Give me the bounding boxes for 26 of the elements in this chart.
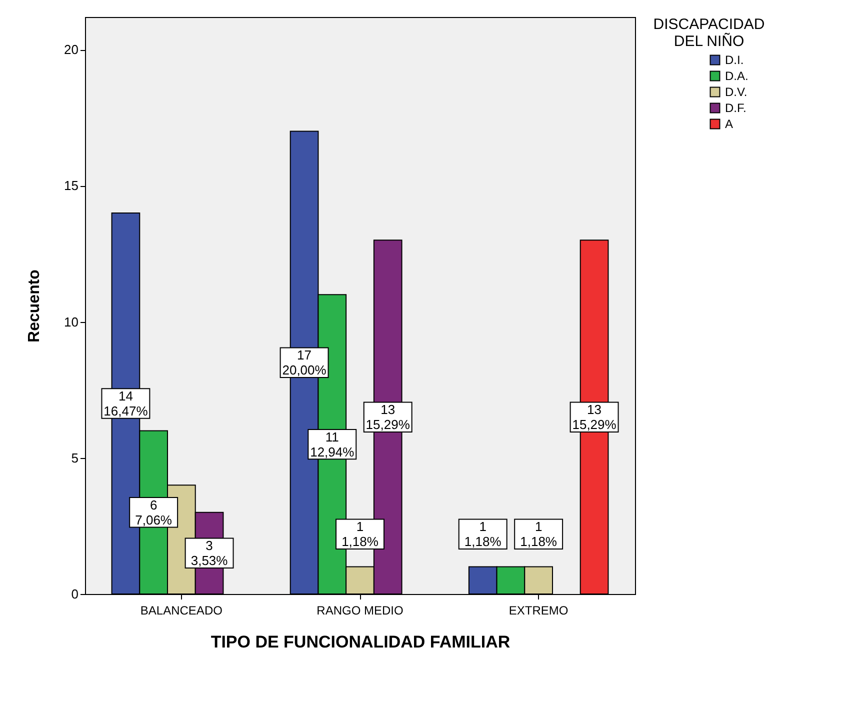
legend-label: A <box>725 117 734 131</box>
legend-title: DISCAPACIDAD DEL NIÑO <box>653 16 765 50</box>
legend-label: D.V. <box>725 85 748 99</box>
data-label: 14 16,47% <box>104 388 148 418</box>
legend-label: D.F. <box>725 101 746 115</box>
data-label: 6 7,06% <box>135 497 172 528</box>
x-axis-title: TIPO DE FUNCIONALIDAD FAMILIAR <box>210 632 510 652</box>
data-label: 3 3,53% <box>190 538 228 568</box>
y-axis-title: Recuento <box>26 269 44 342</box>
data-label: 11 12,94% <box>310 429 355 460</box>
y-tick-label: 10 <box>64 314 78 330</box>
x-tick-label: BALANCEADO <box>140 604 222 618</box>
legend-label: D.I. <box>725 53 744 67</box>
data-label: 13 15,29% <box>572 402 617 432</box>
y-tick-label: 20 <box>64 42 78 58</box>
x-tick-label: EXTREMO <box>508 604 568 618</box>
x-tick-label: RANGO MEDIO <box>316 604 404 618</box>
y-tick-label: 5 <box>71 450 78 466</box>
data-label: 1 1,18% <box>342 519 379 550</box>
data-label: 17 20,00% <box>282 348 327 378</box>
data-label: 1 1,18% <box>464 519 502 550</box>
y-tick-label: 0 <box>71 586 78 602</box>
y-tick-label: 15 <box>64 178 78 194</box>
data-label: 13 15,29% <box>366 402 410 432</box>
data-label: 1 1,18% <box>520 519 558 550</box>
legend-label: D.A. <box>725 69 748 83</box>
